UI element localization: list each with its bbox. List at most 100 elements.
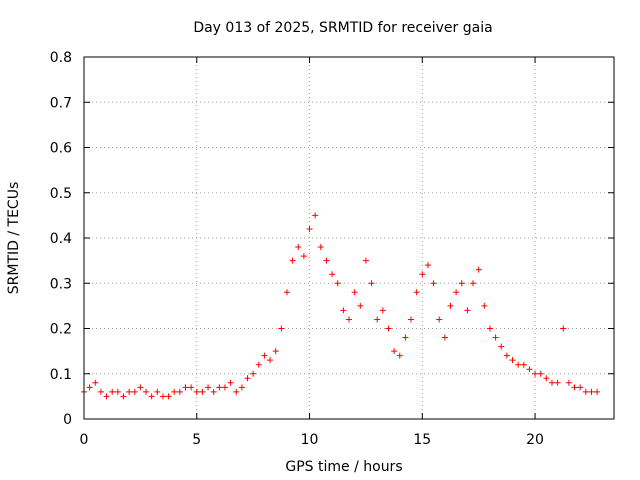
y-tick-label: 0.1 [50,367,72,383]
data-point [565,379,572,386]
data-point [481,302,488,309]
data-point [498,343,505,350]
data-point [520,361,527,368]
data-point [233,388,240,395]
data-point [588,388,595,395]
data-point [114,388,121,395]
data-point [188,384,195,391]
data-point [470,280,477,287]
data-point [278,325,285,332]
data-point [159,393,166,400]
data-point [255,361,262,368]
data-point [548,379,555,386]
data-point [154,388,161,395]
data-point [131,388,138,395]
data-point [272,348,279,355]
data-point [300,253,307,260]
data-point [193,388,200,395]
data-point [526,366,533,373]
data-point [503,352,510,359]
x-tick-label: 10 [301,432,319,448]
data-point [385,325,392,332]
y-tick-label: 0 [63,412,72,428]
data-point [86,384,93,391]
data-point [92,379,99,386]
data-point [424,262,431,269]
data-point [171,388,178,395]
chart-title: Day 013 of 2025, SRMTID for receiver gai… [193,20,492,36]
data-point [317,244,324,251]
data-point [374,316,381,323]
data-point [436,316,443,323]
data-point [532,370,539,377]
data-point [537,370,544,377]
y-axis-title: SRMTID / TECUs [6,182,22,295]
data-point [312,212,319,219]
data-point [227,379,234,386]
data-point [408,316,415,323]
data-point [238,384,245,391]
data-point [396,352,403,359]
data-point [379,307,386,314]
data-point [346,316,352,323]
x-axis-title: GPS time / hours [285,459,402,475]
data-point [205,384,212,391]
data-point [267,357,274,364]
data-point [261,352,268,359]
data-point [357,302,364,309]
data-point [458,280,465,287]
y-tick-label: 0.5 [50,186,72,202]
data-point [543,375,550,382]
data-point [250,370,257,377]
data-point [515,361,522,368]
data-point [351,289,358,296]
tick-labels: 0 0.1 0.2 0.3 0.4 0.5 0.6 0.7 0.8 0 5 10 15 20 [50,50,544,448]
x-tick-label: 20 [526,432,544,448]
data-point [475,266,482,273]
data-point [492,334,499,341]
data-point [210,388,217,395]
data-point [430,280,437,287]
data-point [126,388,133,395]
y-tick-label: 0.4 [50,231,72,247]
y-tick-label: 0.6 [50,141,72,157]
data-point [509,357,516,364]
data-point [199,388,206,395]
data-point [148,393,155,400]
data-point [362,257,369,264]
data-point [97,388,104,395]
data-point [221,384,228,391]
data-point [391,348,398,355]
data-point [419,271,426,278]
data-point [216,384,223,391]
data-point [486,325,493,332]
axis-ticks [83,56,614,420]
data-point [582,388,589,395]
data-point [453,289,460,296]
data-point [289,257,296,264]
x-tick-label: 15 [413,432,431,448]
data-points [81,212,601,400]
data-point [554,379,561,386]
data-point [137,384,144,391]
x-tick-label: 5 [192,432,201,448]
data-point [560,325,567,332]
data-point [182,384,189,391]
y-tick-label: 0.2 [50,322,72,338]
data-point [594,388,601,395]
data-point [120,393,127,400]
data-point [402,334,409,341]
data-point [334,280,341,287]
data-point [176,388,183,395]
data-point [447,302,454,309]
data-point [413,289,420,296]
data-point [577,384,584,391]
data-point [368,280,375,287]
data-point [103,393,110,400]
data-point [244,375,251,382]
data-point [464,307,471,314]
data-point [143,388,150,395]
x-tick-label: 0 [80,432,89,448]
data-point [571,384,578,391]
